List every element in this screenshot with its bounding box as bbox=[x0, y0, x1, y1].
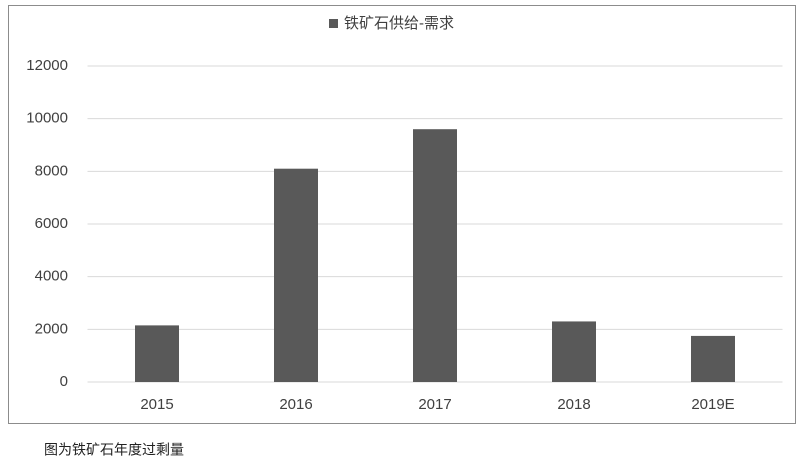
bar bbox=[413, 129, 457, 382]
legend-swatch bbox=[329, 19, 338, 28]
bar bbox=[135, 325, 179, 382]
y-tick-label: 10000 bbox=[26, 110, 68, 127]
legend-label: 铁矿石供给-需求 bbox=[344, 15, 454, 32]
x-tick-label: 2017 bbox=[418, 396, 451, 413]
x-tick-label: 2019E bbox=[691, 396, 734, 413]
y-tick-label: 6000 bbox=[35, 215, 68, 232]
bar bbox=[552, 321, 596, 382]
caption: 图为铁矿石年度过剩量 bbox=[44, 442, 184, 458]
x-tick-label: 2018 bbox=[557, 396, 590, 413]
chart-frame bbox=[8, 5, 796, 424]
y-tick-label: 0 bbox=[60, 373, 68, 390]
y-tick-label: 2000 bbox=[35, 320, 68, 337]
x-tick-label: 2015 bbox=[140, 396, 173, 413]
y-tick-label: 12000 bbox=[26, 57, 68, 74]
y-tick-label: 4000 bbox=[35, 268, 68, 285]
bar bbox=[274, 168, 318, 382]
x-tick-label: 2016 bbox=[279, 396, 312, 413]
bar bbox=[691, 335, 735, 382]
y-tick-label: 8000 bbox=[35, 162, 68, 179]
